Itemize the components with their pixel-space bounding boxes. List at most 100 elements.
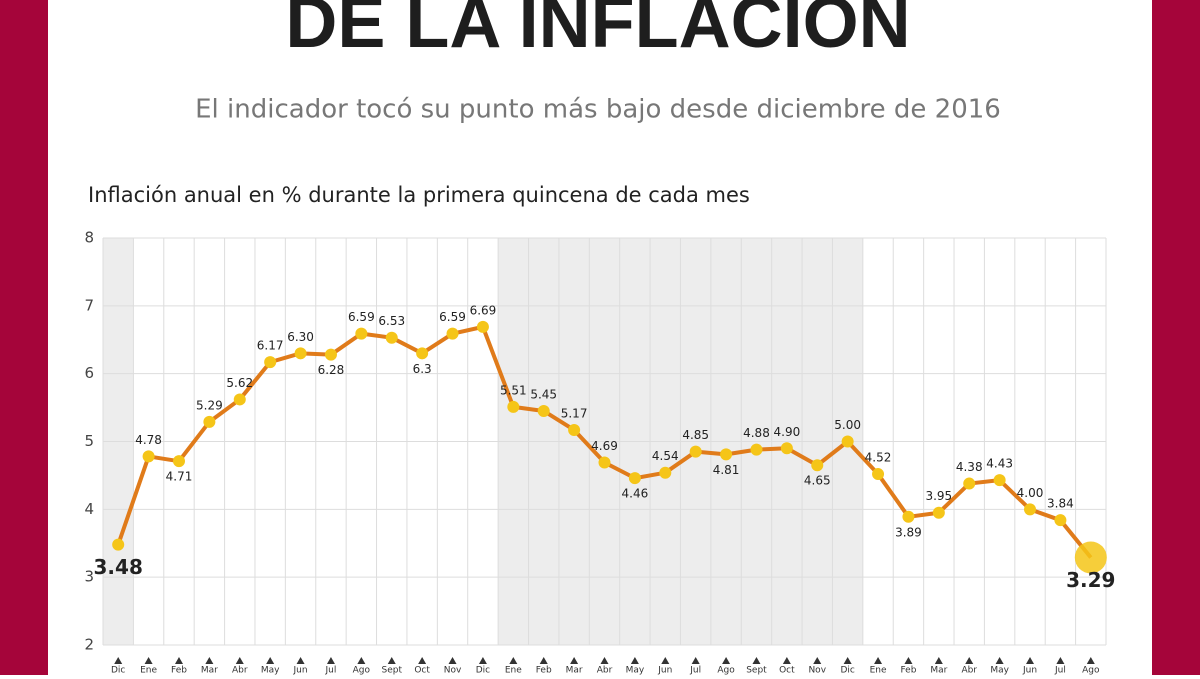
x-tick-arrow (722, 657, 731, 664)
marker (537, 404, 550, 417)
y-tick-label: 4 (84, 500, 94, 518)
x-tick-arrow (144, 657, 153, 664)
value-label: 5.29 (196, 398, 223, 412)
x-tick-label: Mar (566, 666, 583, 676)
x-tick-label: Dic (476, 666, 490, 676)
x-tick-arrow (1056, 657, 1065, 664)
x-tick-label: Ago (353, 666, 371, 676)
value-label: 3.89 (895, 525, 922, 539)
y-tick-label: 6 (84, 364, 94, 382)
x-tick-arrow (813, 657, 822, 664)
x-tick-label: Ene (140, 666, 157, 676)
value-label: 6.28 (318, 363, 345, 377)
value-label: 6.59 (439, 310, 466, 324)
x-tick-arrow (934, 657, 943, 664)
marker (203, 415, 216, 428)
x-tick-label: Dic (111, 666, 125, 676)
value-label: 6.3 (413, 362, 432, 376)
value-label: 3.84 (1047, 497, 1074, 511)
y-tick-label: 8 (84, 229, 94, 247)
value-label: 3.48 (94, 555, 143, 579)
value-label: 5.45 (530, 387, 557, 401)
marker (628, 472, 641, 485)
y-tick-label: 7 (84, 296, 94, 314)
value-label: 4.85 (682, 428, 709, 442)
x-tick-arrow (782, 657, 791, 664)
value-label: 4.81 (713, 463, 740, 477)
x-tick-label: Jul (689, 666, 701, 676)
x-tick-arrow (448, 657, 457, 664)
value-label: 6.17 (257, 339, 284, 353)
subtitle: El indicador tocó su punto más bajo desd… (195, 95, 1001, 125)
marker (568, 423, 581, 436)
marker (963, 477, 976, 490)
x-tick-label: Mar (201, 666, 218, 676)
x-tick-arrow (174, 657, 183, 664)
marker (780, 442, 793, 455)
x-tick-arrow (296, 657, 305, 664)
marker (385, 331, 398, 344)
x-tick-label: Sept (746, 666, 767, 676)
x-tick-label: Abr (232, 666, 248, 676)
marker (476, 320, 489, 333)
border-left (0, 0, 48, 675)
x-tick-arrow (387, 657, 396, 664)
y-tick-label: 3 (84, 568, 94, 586)
marker (294, 347, 307, 360)
marker (689, 445, 702, 458)
value-label: 6.53 (378, 314, 405, 328)
x-tick-label: Feb (900, 666, 916, 676)
x-tick-label: May (990, 666, 1009, 676)
x-tick-label: Ene (870, 666, 887, 676)
x-tick-arrow (752, 657, 761, 664)
x-tick-arrow (600, 657, 609, 664)
x-tick-arrow (904, 657, 913, 664)
x-tick-arrow (1086, 657, 1095, 664)
value-label: 6.30 (287, 330, 314, 344)
x-tick-arrow (874, 657, 883, 664)
x-tick-label: Jul (325, 666, 337, 676)
value-label: 4.78 (135, 433, 162, 447)
value-label: 5.62 (226, 376, 253, 390)
value-label: 4.69 (591, 439, 618, 453)
x-tick-arrow (326, 657, 335, 664)
value-label: 6.69 (470, 303, 497, 317)
y-tick-label: 5 (84, 432, 94, 450)
x-tick-label: Jun (293, 666, 308, 676)
marker (993, 474, 1006, 487)
marker (932, 506, 945, 519)
marker (112, 538, 125, 551)
border-right (1152, 0, 1200, 675)
x-tick-arrow (266, 657, 275, 664)
marker (598, 456, 611, 469)
value-label: 4.38 (956, 460, 983, 474)
marker (1024, 503, 1037, 516)
x-tick-label: Nov (444, 666, 462, 676)
marker (811, 459, 824, 472)
x-tick-arrow (114, 657, 123, 664)
value-label: 3.29 (1066, 568, 1115, 592)
value-label: 4.52 (865, 451, 892, 465)
x-tick-arrow (691, 657, 700, 664)
value-label: 4.88 (743, 426, 770, 440)
marker (902, 510, 915, 523)
x-tick-label: Ago (717, 666, 735, 676)
value-label: 4.65 (804, 474, 831, 488)
chart-title: Inflación anual en % durante la primera … (88, 183, 750, 207)
marker (324, 348, 337, 361)
x-tick-arrow (843, 657, 852, 664)
marker (720, 448, 733, 461)
marker (264, 356, 277, 369)
x-tick-label: Oct (779, 666, 795, 676)
x-tick-arrow (357, 657, 366, 664)
marker (172, 455, 185, 468)
marker (446, 327, 459, 340)
x-tick-arrow (235, 657, 244, 664)
x-tick-label: Oct (414, 666, 430, 676)
value-label: 6.59 (348, 310, 375, 324)
x-tick-arrow (630, 657, 639, 664)
x-tick-label: Feb (171, 666, 187, 676)
x-tick-label: Ene (505, 666, 522, 676)
marker (1074, 541, 1107, 574)
